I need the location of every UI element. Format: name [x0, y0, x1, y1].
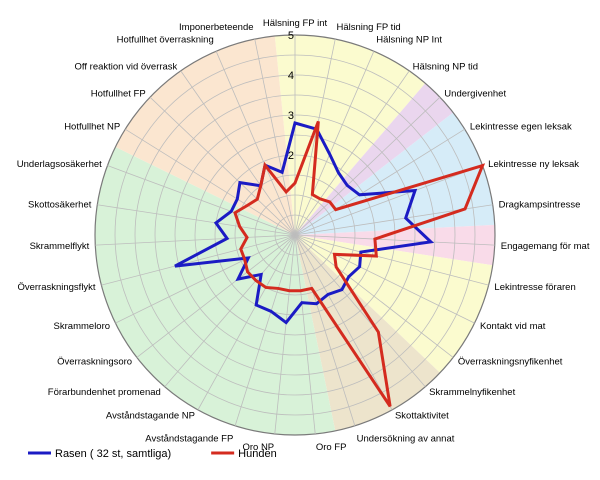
category-label-undergivenhet: Undergivenhet: [444, 89, 506, 100]
tick-label-2: 2: [288, 150, 294, 162]
grid-spoke-23: [101, 234, 296, 286]
category-label-oro-np: Oro NP: [242, 442, 274, 453]
category-label-oro-fp: Oro FP: [316, 442, 347, 453]
grid-spoke-16: [294, 234, 316, 435]
grid-spoke-18: [234, 234, 296, 426]
sector-fill-6: [295, 235, 440, 431]
grid-spoke-21: [136, 234, 296, 358]
grid-spoke-11: [294, 234, 475, 324]
category-label-halsning-np-tid: Hälsning NP tid: [413, 61, 478, 72]
category-label-skrammelnyfikenhet: Skrammelnyfikenhet: [429, 387, 515, 398]
legend-label-1: Rasen ( 32 st, samtliga): [55, 448, 171, 460]
legend: Rasen ( 32 st, samtliga) Hunden: [28, 448, 277, 460]
category-label-lekintresse-foraren: Lekintresse föraren: [494, 282, 575, 293]
category-label-halsning-fp-tid: Hälsning FP tid: [336, 22, 400, 33]
series-line-1: [174, 121, 435, 325]
category-label-dragkampsintresse: Dragkampsintresse: [499, 199, 581, 210]
category-label-overraskningsflykt: Överraskningsflykt: [17, 282, 95, 293]
category-label-avstandstagande-fp: Avståndstagande FP: [145, 434, 233, 445]
grid-spoke-15: [294, 234, 356, 426]
category-label-off-reaktion-vid-overrask: Off reaktion vid överrask: [75, 61, 178, 72]
category-label-hotfullhet-np: Hotfullhet NP: [64, 122, 120, 133]
category-label-skrammeloro: Skrammeloro: [54, 321, 111, 332]
category-label-kontakt-vid-mat: Kontakt vid mat: [480, 321, 546, 332]
tick-label-4: 4: [288, 70, 294, 82]
grid-spoke-4: [294, 70, 410, 236]
grid-spoke-6: [294, 128, 465, 236]
tick-label-5: 5: [288, 30, 294, 42]
category-label-skottosakerhet: Skottosäkerhet: [28, 199, 92, 210]
grid-spoke-13: [294, 234, 426, 388]
grid-spoke-5: [294, 96, 441, 236]
category-label-underlagsosakerhet: Underlagsosäkerhet: [17, 159, 102, 170]
grid-spoke-31: [254, 39, 296, 236]
grid-spoke-22: [115, 234, 296, 324]
legend-label-2: Hunden: [238, 448, 277, 460]
grid-spoke-2: [294, 39, 336, 236]
grid-spoke-9: [294, 234, 495, 246]
grid-spoke-27: [125, 128, 296, 236]
radial-grid: [94, 34, 496, 436]
category-label-engagemang-for-mat: Engagemang för mat: [501, 241, 590, 252]
grid-spoke-26: [107, 165, 296, 236]
grid-spoke-24: [95, 234, 296, 246]
tick-labels: 2 3 4 5: [288, 30, 294, 162]
category-label-skrammelflykt: Skrammelflykt: [30, 241, 90, 252]
grid-spoke-17: [274, 234, 296, 435]
category-label-lekintresse-ny-leksak: Lekintresse ny leksak: [488, 159, 579, 170]
category-label-lekintresse-egen-leksak: Lekintresse egen leksak: [470, 122, 572, 133]
grid-spoke-28: [149, 96, 296, 236]
category-labels: Hälsning FP int Hälsning FP tid Hälsning N…: [17, 18, 590, 453]
tick-label-3: 3: [288, 110, 294, 122]
category-label-overraskningsoro: Överraskningsoro: [57, 357, 132, 368]
category-label-halsning-np-int: Hälsning NP Int: [376, 35, 442, 46]
grid-spoke-14: [294, 234, 393, 411]
category-label-forarbundenhet-promenad: Förarbundenhet promenad: [48, 387, 161, 398]
category-label-hotfullhet-fp: Hotfullhet FP: [91, 89, 146, 100]
category-label-halsning-fp-int: Hälsning FP int: [263, 18, 328, 29]
grid-spoke-25: [97, 204, 296, 236]
category-label-skottaktivitet: Skottaktivitet: [395, 411, 449, 422]
category-label-avstandstagande-np: Avståndstagande NP: [106, 411, 195, 422]
grid-spoke-30: [215, 51, 296, 236]
category-label-overraskningsnyfikenhet: Överraskningsnyfikenhet: [458, 357, 563, 368]
grid-spoke-12: [294, 234, 454, 358]
data-series: [174, 120, 486, 408]
category-label-undersokning-av-annat: Undersökning av annat: [357, 434, 455, 445]
grid-spoke-3: [294, 51, 375, 236]
grid-spoke-19: [197, 234, 296, 411]
sector-fill-3: [295, 112, 495, 235]
category-label-imponerbeteende: Imponerbeteende: [179, 22, 253, 33]
grid-spoke-7: [294, 165, 483, 236]
sector-fill-4: [295, 224, 495, 266]
grid-spoke-10: [294, 234, 489, 286]
sector-fill-7: [94, 146, 336, 436]
series-line-2: [233, 120, 486, 408]
category-label-hotfullhet-overraskning: Hotfullhet överraskning: [117, 35, 214, 46]
grid-spoke-20: [164, 234, 296, 388]
grid-spoke-29: [180, 70, 296, 236]
